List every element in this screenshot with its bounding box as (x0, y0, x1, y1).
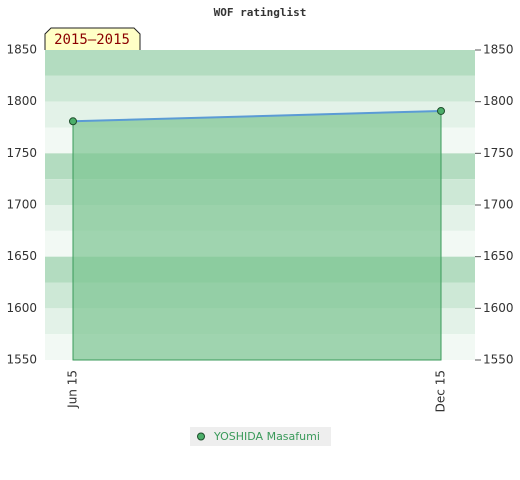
y2-tick-label: 1800 (483, 94, 514, 108)
y-tick-label: 1700 (6, 198, 37, 212)
annotation-box (44, 27, 141, 50)
legend-marker (197, 432, 205, 441)
y2-tick-label: 1700 (483, 198, 514, 212)
y-tick-label: 1800 (6, 94, 37, 108)
y-tick-label: 1650 (6, 249, 37, 263)
y2-tick-label: 1850 (483, 43, 514, 57)
y2-tick-label: 1750 (483, 146, 514, 160)
y-tick-label: 1850 (6, 43, 37, 57)
legend-box (190, 427, 331, 446)
y-tick-label: 1550 (6, 353, 37, 367)
legend-label: YOSHIDA Masafumi (213, 430, 320, 443)
y2-tick-label: 1650 (483, 249, 514, 263)
y2-tick-label: 1600 (483, 301, 514, 315)
x-tick-label: Jun 15 (66, 370, 80, 409)
chart-title: WOF ratinglist (214, 6, 307, 19)
annotation-text: 2015–2015 (54, 32, 130, 48)
point (437, 106, 445, 115)
point (69, 117, 77, 126)
x-tick-label: Dec 15 (434, 370, 448, 412)
plot-band (45, 50, 475, 76)
annotation: 2015–2015 (44, 27, 141, 50)
y-tick-label: 1600 (6, 301, 37, 315)
y-tick-label: 1750 (6, 146, 37, 160)
area (72, 110, 442, 361)
line (72, 109, 442, 123)
y2-tick-label: 1550 (483, 353, 514, 367)
plot-band (45, 75, 475, 102)
